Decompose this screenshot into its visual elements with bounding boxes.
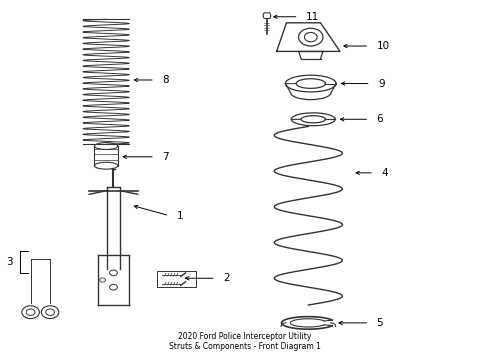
Text: 11: 11 <box>306 12 319 22</box>
Text: 4: 4 <box>381 168 388 178</box>
Text: 10: 10 <box>376 41 390 51</box>
Text: 2: 2 <box>223 273 230 283</box>
Text: 3: 3 <box>6 257 13 267</box>
Text: 8: 8 <box>162 75 169 85</box>
Text: 5: 5 <box>376 318 383 328</box>
Text: 1: 1 <box>177 211 183 221</box>
Text: 9: 9 <box>378 78 385 89</box>
Text: 2020 Ford Police Interceptor Utility
Struts & Components - Front Diagram 1: 2020 Ford Police Interceptor Utility Str… <box>169 332 321 351</box>
Text: 6: 6 <box>376 114 383 124</box>
Text: 7: 7 <box>162 152 169 162</box>
Polygon shape <box>263 13 271 18</box>
